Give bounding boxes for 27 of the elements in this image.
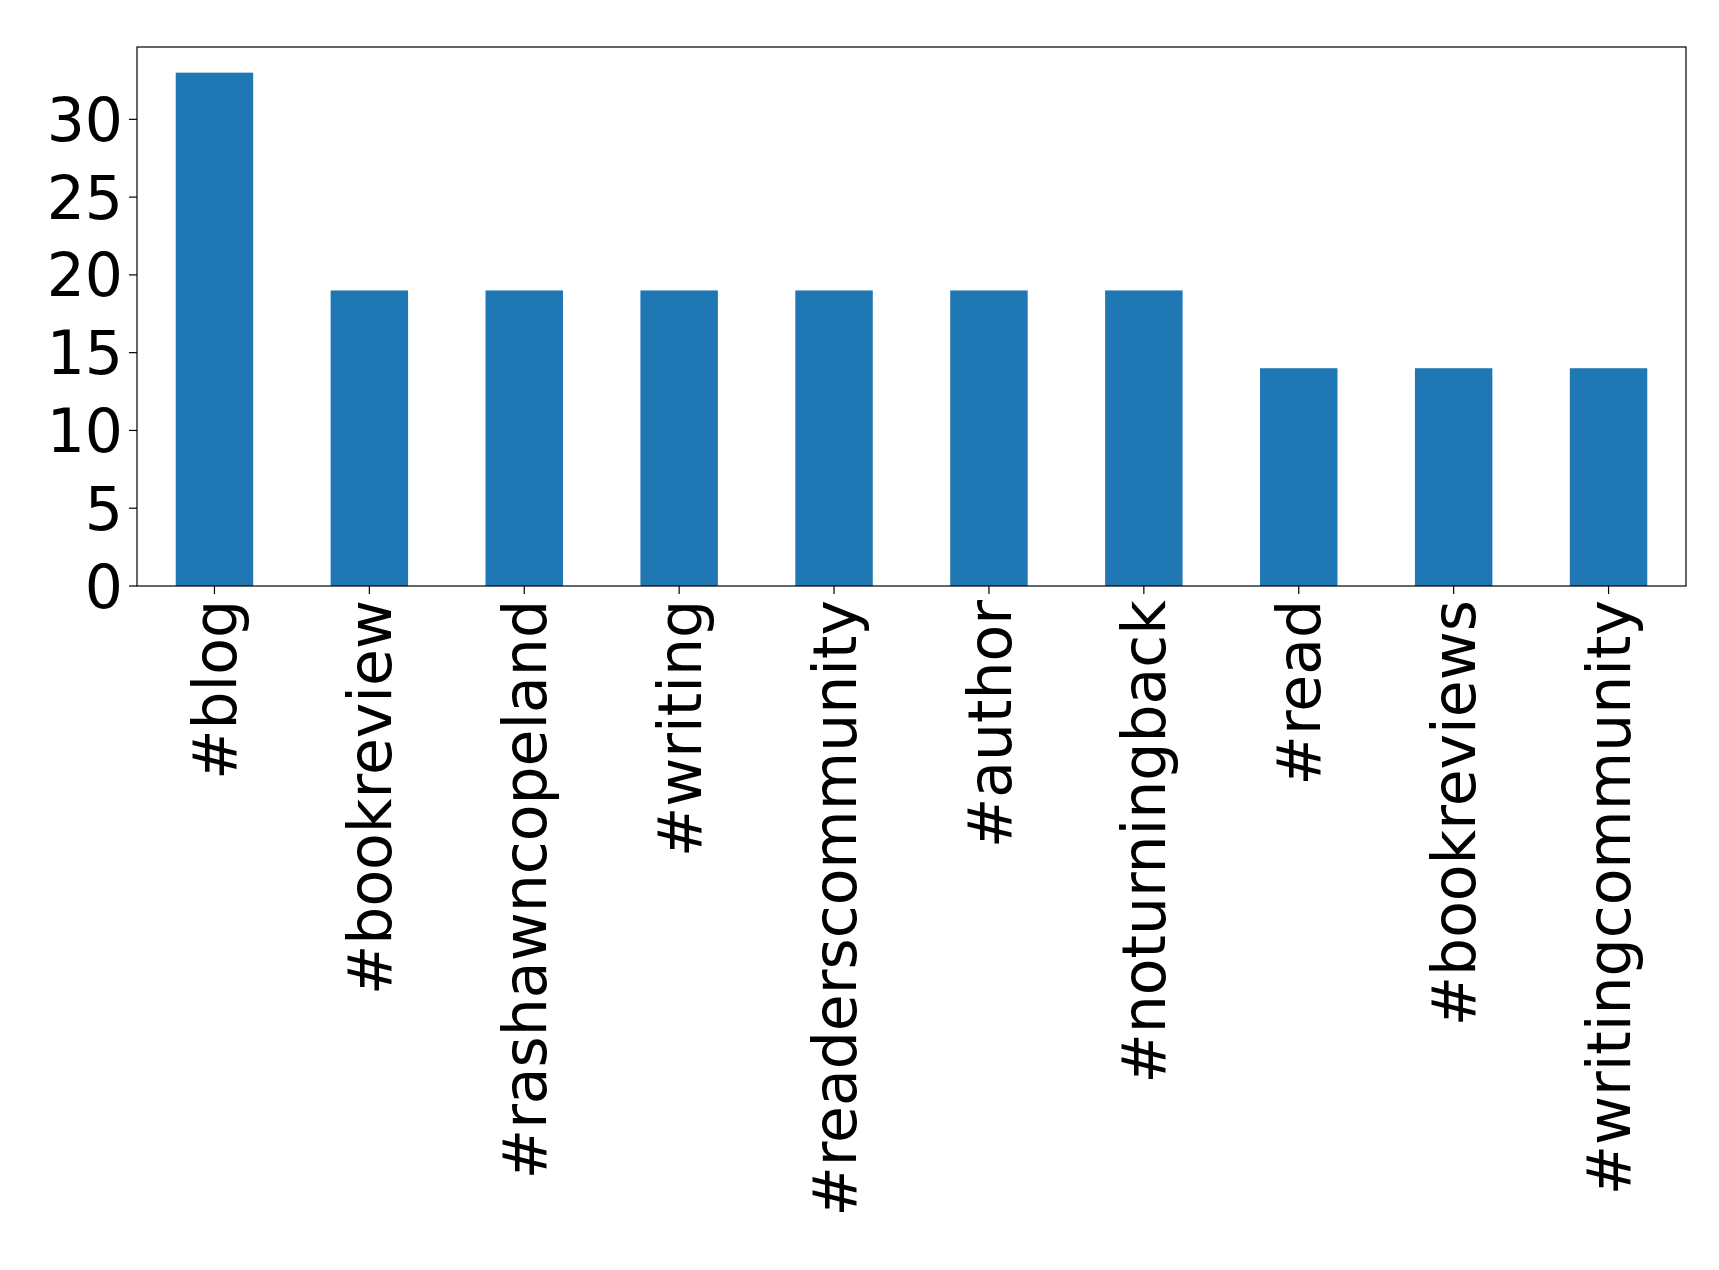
bar <box>1569 368 1648 586</box>
x-tick-label: #bookreview <box>334 600 405 995</box>
bar <box>1105 290 1183 586</box>
y-tick-label: 0 <box>84 551 123 622</box>
x-tick-label: #writing <box>644 600 715 857</box>
bar <box>330 290 409 586</box>
y-tick-label: 15 <box>46 318 123 389</box>
x-tick-label: #rashawncopeland <box>489 600 560 1180</box>
y-tick-label: 10 <box>46 396 123 467</box>
y-tick-label: 25 <box>46 162 123 233</box>
y-tick-label: 20 <box>46 240 123 311</box>
x-tick-label: #author <box>954 599 1025 848</box>
bar <box>1414 368 1493 586</box>
bar <box>1260 368 1338 586</box>
bar <box>950 290 1028 586</box>
bar <box>795 290 873 586</box>
x-tick-label: #readerscommunity <box>799 600 870 1217</box>
bar <box>485 290 563 586</box>
x-tick-label: #read <box>1264 600 1335 786</box>
x-tick-label: #bookreviews <box>1419 600 1490 1027</box>
bar <box>640 290 718 586</box>
x-tick-label: #noturningback <box>1109 599 1180 1084</box>
y-tick-label: 30 <box>46 84 123 155</box>
y-tick-label: 5 <box>84 473 123 544</box>
bar <box>175 72 254 586</box>
x-tick-label: #writingcommunity <box>1574 600 1645 1196</box>
x-tick-label: #blog <box>180 600 251 780</box>
